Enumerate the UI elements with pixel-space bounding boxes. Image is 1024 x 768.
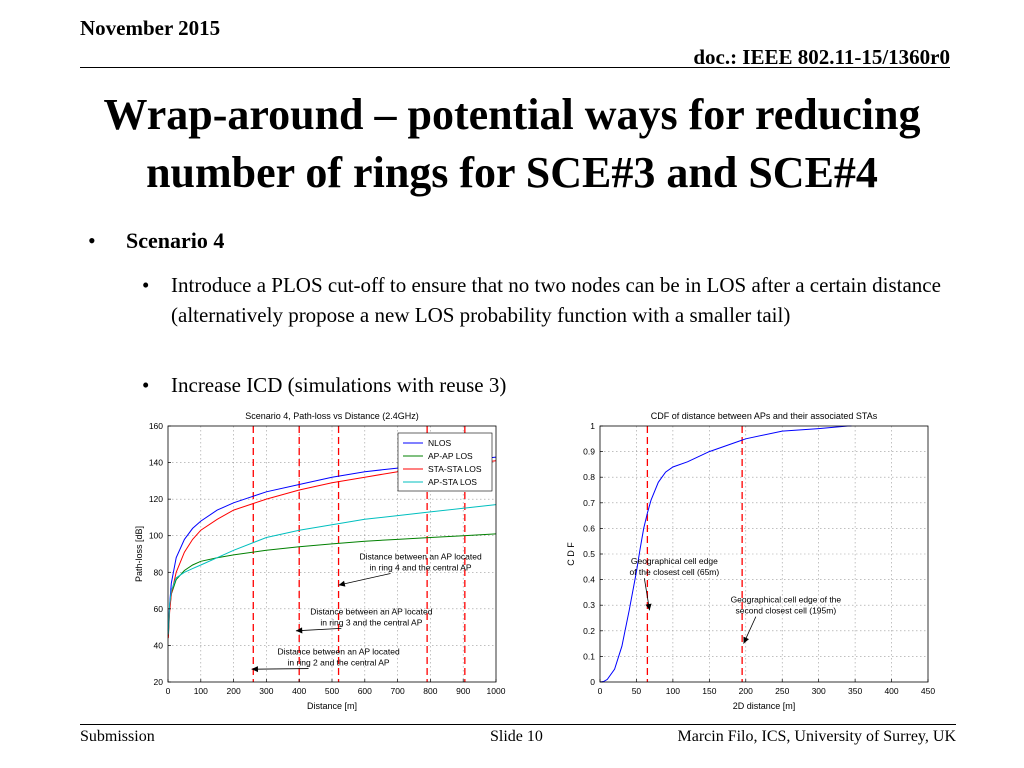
header-date: November 2015 (80, 16, 221, 40)
series-line (167, 533, 497, 637)
bullet-marker: • (88, 228, 96, 253)
y-tick-label: 0.1 (583, 651, 595, 661)
x-tick-label: 300 (259, 686, 273, 696)
annotation-text: in ring 3 and the central AP (320, 617, 422, 627)
sub-bullet-marker: • (142, 373, 150, 397)
header-doc-id: doc.: IEEE 802.11-15/1360r0 (693, 45, 950, 69)
pathloss-chart-svg: 0 100 200 300 400 500 600 700 800 900 1000 20 40 60 80… (134, 411, 506, 711)
annotation-text: second closest cell (195m) (736, 606, 837, 616)
y-tick-label: 0 (590, 677, 595, 687)
footer-submission: Submission (80, 728, 155, 745)
y-tick-label: 160 (149, 421, 163, 431)
slide-title-line-2: number of rings for SCE#3 and SCE#4 (146, 148, 878, 197)
legend-label: STA-STA LOS (428, 464, 482, 474)
y-tick-label: 40 (154, 640, 164, 650)
x-tick-label: 300 (812, 686, 826, 696)
sub-bullet-plos: Introduce a PLOS cut-off to ensure that … (171, 273, 941, 327)
y-axis-label: Path-loss [dB] (134, 526, 144, 582)
y-tick-label: 0.3 (583, 600, 595, 610)
pathloss-chart: 0 100 200 300 400 500 600 700 800 900 1000 20 40 60 80… (130, 404, 520, 721)
x-tick-label: 500 (325, 686, 339, 696)
annotation-text: in ring 4 and the central AP (370, 562, 472, 572)
x-axis-label: Distance [m] (307, 701, 357, 711)
y-tick-label: 0.7 (583, 498, 595, 508)
annotation-text: Geographical cell edge of the (731, 595, 842, 605)
x-tick-label: 600 (358, 686, 372, 696)
legend-label: AP-AP LOS (428, 451, 473, 461)
x-tick-label: 700 (391, 686, 405, 696)
y-tick-label: 140 (149, 458, 163, 468)
slide-title-line-1: Wrap-around – potential ways for reducin… (103, 90, 921, 139)
legend-label: NLOS (428, 438, 451, 448)
x-tick-label: 200 (739, 686, 753, 696)
annotation-arrow-head (645, 603, 652, 611)
x-tick-label: 400 (292, 686, 306, 696)
cdf-chart: 0 50 100 150 200 250 300 350 400 450 0 0.1 0.2 0.3 0.4… (560, 404, 950, 721)
x-tick-label: 1000 (487, 686, 506, 696)
x-tick-label: 350 (848, 686, 862, 696)
footer-author: Marcin Filo, ICS, University of Surrey, … (677, 728, 957, 745)
bullet-scenario: Scenario 4 (126, 228, 225, 253)
annotation-text: Distance between an AP located (310, 606, 433, 616)
sub-bullet-marker: • (142, 273, 150, 297)
footer-slide-number: Slide 10 (490, 728, 543, 745)
sub-bullet-icd: Increase ICD (simulations with reuse 3) (171, 373, 507, 397)
y-tick-label: 0.9 (583, 447, 595, 457)
footer-divider (80, 724, 956, 725)
annotation-arrow-head (338, 580, 346, 587)
x-tick-label: 150 (702, 686, 716, 696)
annotation-arrow-shaft (338, 573, 391, 586)
annotation-arrow-shaft (251, 668, 309, 670)
legend-label: AP-STA LOS (428, 477, 477, 487)
y-tick-label: 120 (149, 494, 163, 504)
annotation-text: Geographical cell edge (631, 556, 718, 566)
x-tick-label: 900 (456, 686, 470, 696)
chart-title: Scenario 4, Path-loss vs Distance (2.4GH… (245, 411, 419, 421)
annotation-arrow-shaft (295, 627, 342, 632)
x-tick-label: 250 (775, 686, 789, 696)
annotation-arrow-head (251, 666, 258, 673)
x-tick-label: 50 (632, 686, 642, 696)
x-tick-label: 200 (227, 686, 241, 696)
y-axis-label: C D F (566, 542, 576, 566)
x-tick-label: 100 (666, 686, 680, 696)
cdf-chart-svg: 0 50 100 150 200 250 300 350 400 450 0 0.1 0.2 0.3 0.4… (566, 411, 935, 711)
y-tick-label: 80 (154, 567, 164, 577)
series-line (599, 425, 852, 683)
y-tick-label: 0.5 (583, 549, 595, 559)
y-tick-label: 0.4 (583, 575, 595, 585)
y-tick-label: 0.2 (583, 626, 595, 636)
x-tick-label: 800 (423, 686, 437, 696)
annotation-text: Distance between an AP located (359, 551, 482, 561)
chart-title: CDF of distance between APs and their as… (651, 411, 878, 421)
annotation-text: Distance between an AP located (277, 647, 400, 657)
annotation-arrow-head (295, 627, 303, 634)
y-tick-label: 100 (149, 531, 163, 541)
y-tick-label: 20 (154, 677, 164, 687)
x-axis-label: 2D distance [m] (733, 701, 796, 711)
header-divider (80, 67, 950, 68)
series-line (167, 504, 497, 635)
x-tick-label: 0 (166, 686, 171, 696)
x-tick-label: 100 (194, 686, 208, 696)
annotation-text: of the closest cell (65m) (629, 567, 719, 577)
x-tick-label: 450 (921, 686, 935, 696)
y-tick-label: 0.8 (583, 472, 595, 482)
x-tick-label: 400 (884, 686, 898, 696)
y-tick-label: 1 (590, 421, 595, 431)
y-tick-label: 60 (154, 604, 164, 614)
y-tick-label: 0.6 (583, 523, 595, 533)
x-tick-label: 0 (598, 686, 603, 696)
annotation-arrow-head (743, 636, 749, 644)
slide-title: Wrap-around – potential ways for reducin… (60, 86, 964, 202)
annotation-text: in ring 2 and the central AP (288, 658, 390, 668)
